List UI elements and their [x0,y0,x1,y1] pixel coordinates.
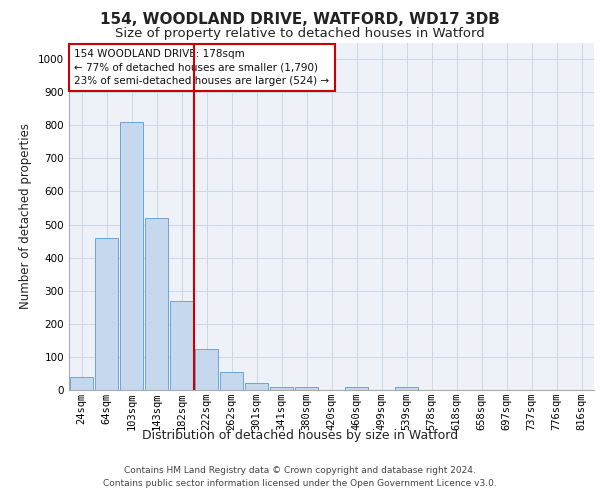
Text: Size of property relative to detached houses in Watford: Size of property relative to detached ho… [115,28,485,40]
Bar [395,386,418,390]
Text: 154, WOODLAND DRIVE, WATFORD, WD17 3DB: 154, WOODLAND DRIVE, WATFORD, WD17 3DB [100,12,500,28]
Bar [195,348,218,390]
Text: 154 WOODLAND DRIVE: 178sqm
← 77% of detached houses are smaller (1,790)
23% of s: 154 WOODLAND DRIVE: 178sqm ← 77% of deta… [74,50,329,86]
Bar [220,372,243,390]
Bar [145,218,168,390]
Text: Contains HM Land Registry data © Crown copyright and database right 2024.
Contai: Contains HM Land Registry data © Crown c… [103,466,497,487]
Bar [170,300,193,390]
Y-axis label: Number of detached properties: Number of detached properties [19,123,32,309]
Text: Distribution of detached houses by size in Watford: Distribution of detached houses by size … [142,430,458,442]
Bar [270,386,293,390]
Bar [245,384,268,390]
Bar [120,122,143,390]
Bar [95,238,118,390]
Bar [295,386,318,390]
Bar [345,386,368,390]
Bar [70,377,93,390]
